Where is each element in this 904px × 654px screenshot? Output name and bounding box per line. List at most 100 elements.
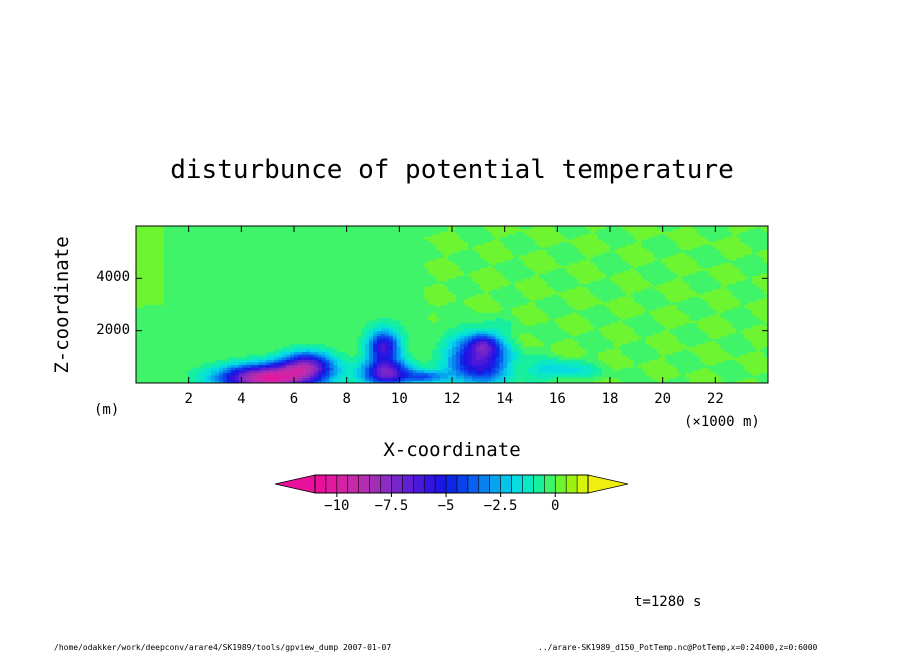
field-cell xyxy=(531,346,536,350)
field-cell xyxy=(282,328,287,332)
field-cell xyxy=(534,333,540,337)
field-cell xyxy=(661,375,666,379)
field-cell xyxy=(266,333,271,337)
field-cell xyxy=(159,320,165,324)
field-cell xyxy=(436,341,441,345)
field-cell xyxy=(661,377,666,381)
field-cell xyxy=(333,309,338,313)
field-cell xyxy=(376,348,382,352)
field-cell xyxy=(507,322,512,326)
field-cell xyxy=(459,317,465,321)
field-cell xyxy=(613,377,619,381)
field-cell xyxy=(728,312,733,316)
field-cell xyxy=(645,307,650,311)
field-cell xyxy=(246,322,251,326)
field-cell xyxy=(566,301,571,305)
field-cell xyxy=(641,335,646,339)
field-cell xyxy=(139,317,145,321)
field-cell xyxy=(689,320,694,324)
field-cell xyxy=(534,301,540,305)
field-cell xyxy=(586,322,591,326)
field-cell xyxy=(538,356,544,360)
field-cell xyxy=(700,377,706,381)
field-cell xyxy=(357,338,362,342)
field-cell xyxy=(499,364,504,368)
field-cell xyxy=(136,309,141,313)
field-cell xyxy=(724,322,729,326)
field-cell xyxy=(400,341,405,345)
field-cell xyxy=(203,356,208,360)
field-cell xyxy=(594,330,599,334)
field-cell xyxy=(436,372,441,376)
field-cell xyxy=(653,362,658,366)
field-cell xyxy=(712,343,718,347)
field-cell xyxy=(479,351,484,355)
field-cell xyxy=(444,309,449,313)
field-cell xyxy=(720,314,725,318)
field-cell xyxy=(361,328,366,332)
field-cell xyxy=(353,356,358,360)
field-cell xyxy=(230,367,236,371)
field-cell xyxy=(689,356,694,360)
field-cell xyxy=(606,369,611,373)
field-cell xyxy=(503,333,508,337)
field-cell xyxy=(139,328,145,332)
field-cell xyxy=(633,372,639,376)
field-cell xyxy=(365,330,370,334)
field-cell xyxy=(681,335,686,339)
field-cell xyxy=(136,314,141,318)
field-cell xyxy=(657,372,662,376)
field-cell xyxy=(246,330,251,334)
field-cell xyxy=(258,301,263,305)
field-cell xyxy=(143,317,149,321)
field-cell xyxy=(175,369,180,373)
field-cell xyxy=(317,343,323,347)
field-cell xyxy=(167,333,172,337)
field-cell xyxy=(764,377,769,381)
field-cell xyxy=(696,312,702,316)
field-cell xyxy=(511,322,516,326)
field-cell xyxy=(495,333,500,337)
field-cell xyxy=(546,367,552,371)
field-cell xyxy=(215,320,220,324)
field-cell xyxy=(692,367,698,371)
field-cell xyxy=(266,328,271,332)
field-cell xyxy=(578,364,583,368)
field-cell xyxy=(511,359,516,363)
field-cell xyxy=(187,322,192,326)
field-cell xyxy=(392,375,398,379)
field-cell xyxy=(373,312,378,316)
field-cell xyxy=(700,362,706,366)
field-cell xyxy=(558,346,563,350)
field-cell xyxy=(250,380,255,384)
field-cell xyxy=(582,369,587,373)
field-cell xyxy=(337,307,342,311)
field-cell xyxy=(550,372,556,376)
field-cell xyxy=(471,343,477,347)
field-cell xyxy=(511,309,516,313)
field-cell xyxy=(491,375,496,379)
field-cell xyxy=(515,346,520,350)
field-cell xyxy=(317,320,323,324)
field-cell xyxy=(452,335,457,339)
field-cell xyxy=(475,343,481,347)
field-cell xyxy=(696,304,702,308)
field-cell xyxy=(222,346,228,350)
field-cell xyxy=(337,343,342,347)
field-cell xyxy=(163,338,168,342)
field-cell xyxy=(598,369,603,373)
field-cell xyxy=(412,348,417,352)
field-cell xyxy=(495,309,500,313)
field-cell xyxy=(645,369,650,373)
field-cell xyxy=(613,330,619,334)
field-cell xyxy=(665,333,670,337)
field-cell xyxy=(274,304,279,308)
field-cell xyxy=(384,335,390,339)
field-cell xyxy=(657,325,662,329)
field-cell xyxy=(408,346,413,350)
field-cell xyxy=(365,333,370,337)
field-cell xyxy=(499,380,504,384)
field-cell xyxy=(582,367,587,371)
field-cell xyxy=(527,364,532,368)
field-cell xyxy=(534,335,540,339)
